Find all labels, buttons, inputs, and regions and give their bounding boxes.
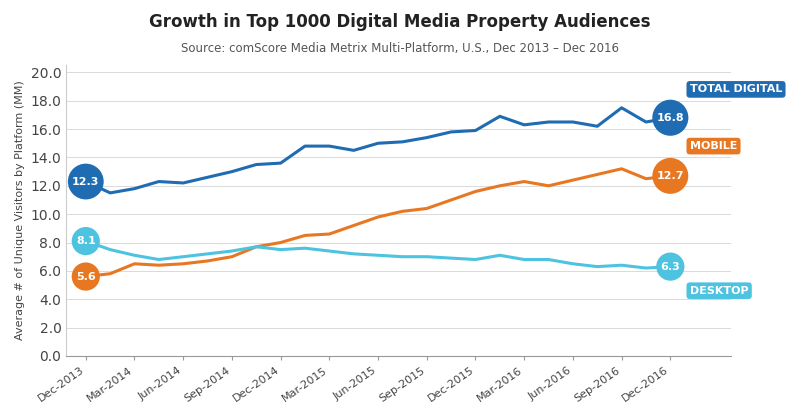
Text: Source: comScore Media Metrix Multi-Platform, U.S., Dec 2013 – Dec 2016: Source: comScore Media Metrix Multi-Plat… [181,42,619,55]
Text: 6.3: 6.3 [661,261,680,272]
Text: DESKTOP: DESKTOP [690,286,749,296]
Text: TOTAL DIGITAL: TOTAL DIGITAL [690,84,782,94]
Text: MOBILE: MOBILE [690,141,738,151]
Text: Growth in Top 1000 Digital Media Property Audiences: Growth in Top 1000 Digital Media Propert… [150,13,650,31]
Text: 12.7: 12.7 [657,171,684,181]
Text: 5.6: 5.6 [76,272,96,282]
Text: 12.3: 12.3 [72,176,99,186]
Text: 8.1: 8.1 [76,236,96,246]
Text: 16.8: 16.8 [657,113,684,123]
Y-axis label: Average # of Unique Visitors by Platform (MM): Average # of Unique Visitors by Platform… [15,81,25,341]
